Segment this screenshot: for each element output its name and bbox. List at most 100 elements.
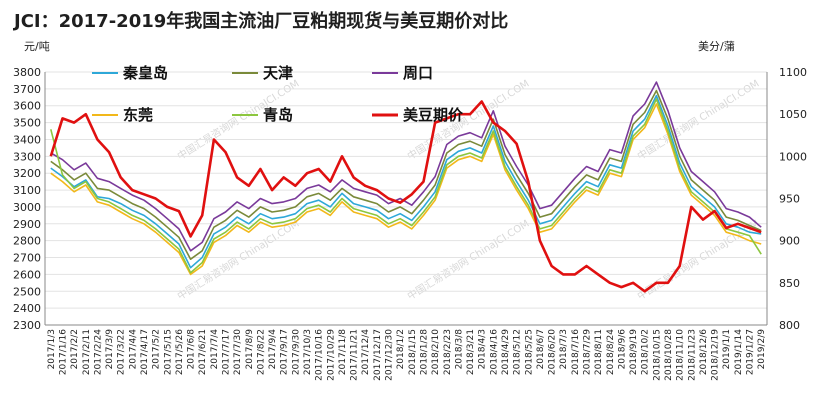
left-tick-label: 3200 bbox=[13, 167, 41, 180]
watermark-text: 中国汇易咨询网 ChinaJCI.COM bbox=[635, 77, 762, 163]
x-tick-label: 2017/11/8 bbox=[338, 329, 348, 375]
left-tick-label: 3100 bbox=[13, 184, 41, 197]
x-tick-label: 2019/2/9 bbox=[757, 329, 767, 370]
series-line-4 bbox=[50, 103, 762, 276]
x-tick-label: 2018/9/6 bbox=[617, 329, 627, 370]
x-tick-label: 2017/12/17 bbox=[373, 329, 383, 381]
left-tick-label: 3400 bbox=[13, 133, 41, 146]
x-tick-label: 2018/10/28 bbox=[664, 329, 674, 381]
x-tick-label: 2017/9/4 bbox=[268, 329, 278, 370]
x-tick-label: 2017/5/26 bbox=[175, 329, 185, 375]
x-tick-label: 2017/12/4 bbox=[361, 329, 371, 375]
x-tick-label: 2017/6/21 bbox=[198, 329, 208, 375]
right-tick-label: 1100 bbox=[779, 66, 807, 79]
x-tick-label: 2017/3/9 bbox=[105, 329, 115, 370]
x-tick-label: 2017/8/9 bbox=[245, 329, 255, 370]
legend-label: 青岛 bbox=[263, 106, 293, 124]
right-tick-label: 850 bbox=[779, 277, 800, 290]
series-layer bbox=[49, 81, 762, 293]
watermark-text: 中国汇易咨询网 ChinaJCI.COM bbox=[405, 217, 532, 303]
x-tick-label: 2018/12/6 bbox=[699, 329, 709, 375]
x-tick-label: 2017/9/30 bbox=[291, 329, 301, 375]
x-tick-label: 2017/1/16 bbox=[58, 329, 68, 375]
x-tick-label: 2018/7/16 bbox=[571, 329, 581, 375]
x-tick-label: 2018/7/3 bbox=[559, 329, 569, 369]
left-tick-label: 3000 bbox=[13, 201, 41, 214]
x-tick-label: 2018/1/15 bbox=[408, 329, 418, 375]
right-tick-label: 950 bbox=[779, 193, 800, 206]
x-tick-label: 2017/2/24 bbox=[93, 329, 103, 375]
right-tick-label: 800 bbox=[779, 319, 800, 332]
x-tick-label: 2017/4/17 bbox=[140, 329, 150, 375]
x-tick-label: 2018/10/15 bbox=[652, 329, 662, 381]
x-tick-label: 2018/1/2 bbox=[396, 329, 406, 369]
series-line-1 bbox=[50, 94, 762, 269]
left-tick-label: 2400 bbox=[13, 302, 41, 315]
x-tick-label: 2017/10/3 bbox=[303, 329, 313, 375]
left-axis-unit: 元/吨 bbox=[24, 40, 50, 53]
legend-label: 美豆期价 bbox=[403, 106, 464, 124]
left-tick-label: 2600 bbox=[13, 268, 41, 281]
x-tick-label: 2017/10/29 bbox=[326, 329, 336, 381]
x-tick-label: 2018/3/8 bbox=[454, 329, 464, 370]
series-line-6 bbox=[49, 100, 762, 293]
legend-label: 周口 bbox=[403, 64, 433, 82]
x-tick-label: 2018/4/16 bbox=[489, 329, 499, 375]
x-tick-label: 2017/5/2 bbox=[152, 329, 162, 369]
x-tick-label: 2017/4/4 bbox=[128, 329, 138, 370]
x-tick-label: 2017/12/30 bbox=[385, 329, 395, 381]
left-tick-label: 3300 bbox=[13, 150, 41, 163]
x-tick-label: 2018/6/20 bbox=[548, 329, 558, 375]
left-tick-label: 3700 bbox=[13, 83, 41, 96]
left-tick-label: 2900 bbox=[13, 218, 41, 231]
x-tick-label: 2018/5/12 bbox=[513, 329, 523, 375]
series-line-3 bbox=[50, 81, 762, 252]
legend-label: 东莞 bbox=[123, 106, 153, 124]
axes-layer: 3800 3700 3600 3500 3400 3300 3200 3100 3000 2900… bbox=[13, 66, 807, 381]
x-tick-label: 2018/11/10 bbox=[676, 329, 686, 381]
series-line-5 bbox=[50, 98, 762, 274]
x-tick-label: 2018/11/23 bbox=[687, 329, 697, 381]
left-tick-label: 3600 bbox=[13, 100, 41, 113]
x-tick-label: 2019/1/27 bbox=[746, 329, 756, 375]
left-tick-label: 2300 bbox=[13, 319, 41, 332]
x-tick-label: 2017/1/3 bbox=[47, 329, 57, 369]
x-tick-label: 2018/8/11 bbox=[594, 329, 604, 375]
x-tick-label: 2017/8/22 bbox=[256, 329, 266, 375]
x-tick-label: 2018/8/24 bbox=[606, 329, 616, 375]
x-tick-label: 2017/7/17 bbox=[222, 329, 232, 375]
x-tick-label: 2018/10/2 bbox=[641, 329, 651, 375]
x-tick-label: 2017/11/21 bbox=[350, 329, 360, 381]
x-tick-label: 2017/7/4 bbox=[210, 329, 220, 370]
left-tick-label: 3500 bbox=[13, 117, 41, 130]
right-tick-label: 900 bbox=[779, 235, 800, 248]
right-tick-label: 1000 bbox=[779, 150, 807, 163]
x-tick-label: 2018/3/21 bbox=[466, 329, 476, 375]
legend-label: 天津 bbox=[263, 64, 293, 82]
x-tick-label: 2017/3/22 bbox=[117, 329, 127, 375]
x-tick-label: 2018/6/7 bbox=[536, 329, 546, 369]
left-tick-label: 2700 bbox=[13, 252, 41, 265]
left-tick-label: 2800 bbox=[13, 235, 41, 248]
x-tick-label: 2017/5/15 bbox=[163, 329, 173, 375]
left-tick-label: 2500 bbox=[13, 285, 41, 298]
series-line-2 bbox=[50, 89, 762, 261]
left-tick-label: 3800 bbox=[13, 66, 41, 79]
chart-title: JCI：2017-2019年我国主流油厂豆粕期现货与美豆期价对比 bbox=[12, 10, 508, 32]
x-tick-label: 2018/1/28 bbox=[419, 329, 429, 375]
legend-label: 秦皇岛 bbox=[122, 64, 168, 82]
x-tick-label: 2018/7/29 bbox=[583, 329, 593, 375]
x-tick-label: 2017/2/11 bbox=[82, 329, 92, 375]
x-tick-label: 2018/2/23 bbox=[443, 329, 453, 375]
x-tick-label: 2019/1/14 bbox=[734, 329, 744, 375]
x-tick-label: 2018/5/25 bbox=[524, 329, 534, 375]
x-tick-label: 2017/6/8 bbox=[187, 329, 197, 370]
x-tick-label: 2017/9/17 bbox=[280, 329, 290, 375]
x-tick-label: 2017/2/2 bbox=[70, 329, 80, 369]
x-tick-label: 2018/4/3 bbox=[478, 329, 488, 369]
right-axis-unit: 美分/蒲 bbox=[698, 39, 735, 53]
x-tick-label: 2018/9/19 bbox=[629, 329, 639, 375]
